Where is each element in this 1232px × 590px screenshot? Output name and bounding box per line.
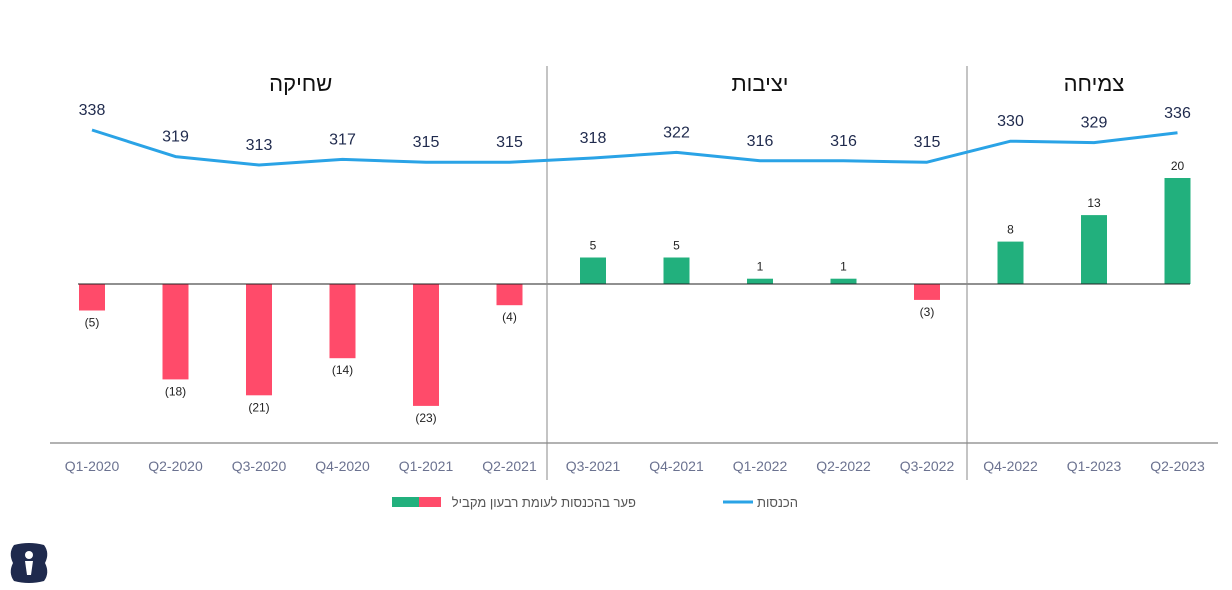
bar bbox=[914, 284, 940, 300]
bar-label: 1 bbox=[840, 260, 847, 274]
x-tick-label: Q1-2021 bbox=[399, 458, 454, 474]
bar-label: 5 bbox=[673, 239, 680, 253]
x-tick-label: Q2-2021 bbox=[482, 458, 537, 474]
revenue-line bbox=[91, 128, 1178, 167]
x-tick-label: Q4-2021 bbox=[649, 458, 704, 474]
revenue-value-label: 315 bbox=[413, 134, 440, 151]
axes: Q1-2020 Q2-2020 Q3-2020 Q4-2020 Q1-2021 Q2-20… bbox=[50, 66, 1218, 480]
x-tick-label: Q3-2020 bbox=[232, 458, 287, 474]
bar-label: 1 bbox=[757, 260, 764, 274]
revenue-value-label: 313 bbox=[246, 137, 273, 154]
revenue-line-group bbox=[91, 128, 1178, 167]
revenue-value-label: 316 bbox=[830, 133, 857, 150]
revenue-value-label: 330 bbox=[997, 113, 1024, 130]
x-tick-label: Q2-2020 bbox=[148, 458, 203, 474]
brand-logo-icon bbox=[10, 543, 48, 583]
section-titles: שחיקה יציבות צמיחה bbox=[269, 71, 1124, 96]
revenue-value-label: 338 bbox=[79, 102, 106, 119]
section-title: צמיחה bbox=[1064, 71, 1125, 96]
x-tick-label: Q4-2020 bbox=[315, 458, 370, 474]
legend-swatch-positive bbox=[392, 497, 419, 507]
bar-label: (18) bbox=[165, 384, 186, 398]
bar bbox=[830, 278, 857, 284]
bar bbox=[747, 278, 773, 284]
revenue-value-label: 329 bbox=[1081, 115, 1108, 132]
bar bbox=[1164, 178, 1191, 284]
bar-label: (4) bbox=[502, 310, 517, 324]
bar bbox=[580, 257, 606, 284]
section-title: שחיקה bbox=[269, 71, 332, 96]
revenue-value-label: 315 bbox=[914, 134, 941, 151]
bar-label: (3) bbox=[920, 305, 935, 319]
bar-label: 8 bbox=[1007, 223, 1014, 237]
bar-label: (14) bbox=[332, 363, 353, 377]
bar-label: (21) bbox=[248, 400, 269, 414]
bar bbox=[246, 284, 272, 396]
bar bbox=[79, 284, 105, 311]
revenue-value-label: 317 bbox=[329, 131, 356, 148]
bar bbox=[413, 284, 439, 406]
revenue-value-label: 319 bbox=[162, 129, 189, 146]
legend-bars-label: פער בהכנסות לעומת רבעון מקביל bbox=[452, 495, 636, 510]
bar bbox=[496, 284, 523, 306]
revenue-value-label: 322 bbox=[663, 124, 690, 141]
x-tick-label: Q3-2021 bbox=[566, 458, 621, 474]
bar bbox=[1081, 215, 1107, 284]
legend: פער בהכנסות לעומת רבעון מקביל הכנסות bbox=[392, 495, 798, 510]
revenue-value-label: 316 bbox=[747, 133, 774, 150]
bar-label: 13 bbox=[1087, 196, 1101, 210]
bar-label: 5 bbox=[590, 239, 597, 253]
bars bbox=[79, 178, 1191, 406]
x-tick-label: Q2-2023 bbox=[1150, 458, 1205, 474]
x-tick-label: Q1-2022 bbox=[733, 458, 788, 474]
x-tick-label: Q3-2022 bbox=[900, 458, 955, 474]
x-tick-label: Q2-2022 bbox=[816, 458, 871, 474]
bar bbox=[663, 257, 690, 284]
revenue-value-label: 336 bbox=[1164, 105, 1191, 122]
revenue-value-label: 318 bbox=[580, 130, 607, 147]
bar bbox=[997, 241, 1024, 284]
x-tick-label: Q1-2023 bbox=[1067, 458, 1122, 474]
bar-label: (5) bbox=[85, 316, 100, 330]
section-title: יציבות bbox=[731, 71, 788, 96]
bar-label: 20 bbox=[1171, 159, 1185, 173]
bar-label: (23) bbox=[415, 411, 436, 425]
labels: (5) (18) (21) (14) (23) (4) 5 5 1 1 (3) 8 13 20 338 319… bbox=[79, 102, 1191, 425]
legend-swatch-negative bbox=[419, 497, 441, 507]
revenue-value-label: 315 bbox=[496, 134, 523, 151]
legend-line-label: הכנסות bbox=[757, 495, 798, 510]
bar bbox=[162, 284, 189, 380]
bar bbox=[329, 284, 356, 359]
x-tick-label: Q4-2022 bbox=[983, 458, 1038, 474]
x-tick-label: Q1-2020 bbox=[65, 458, 120, 474]
